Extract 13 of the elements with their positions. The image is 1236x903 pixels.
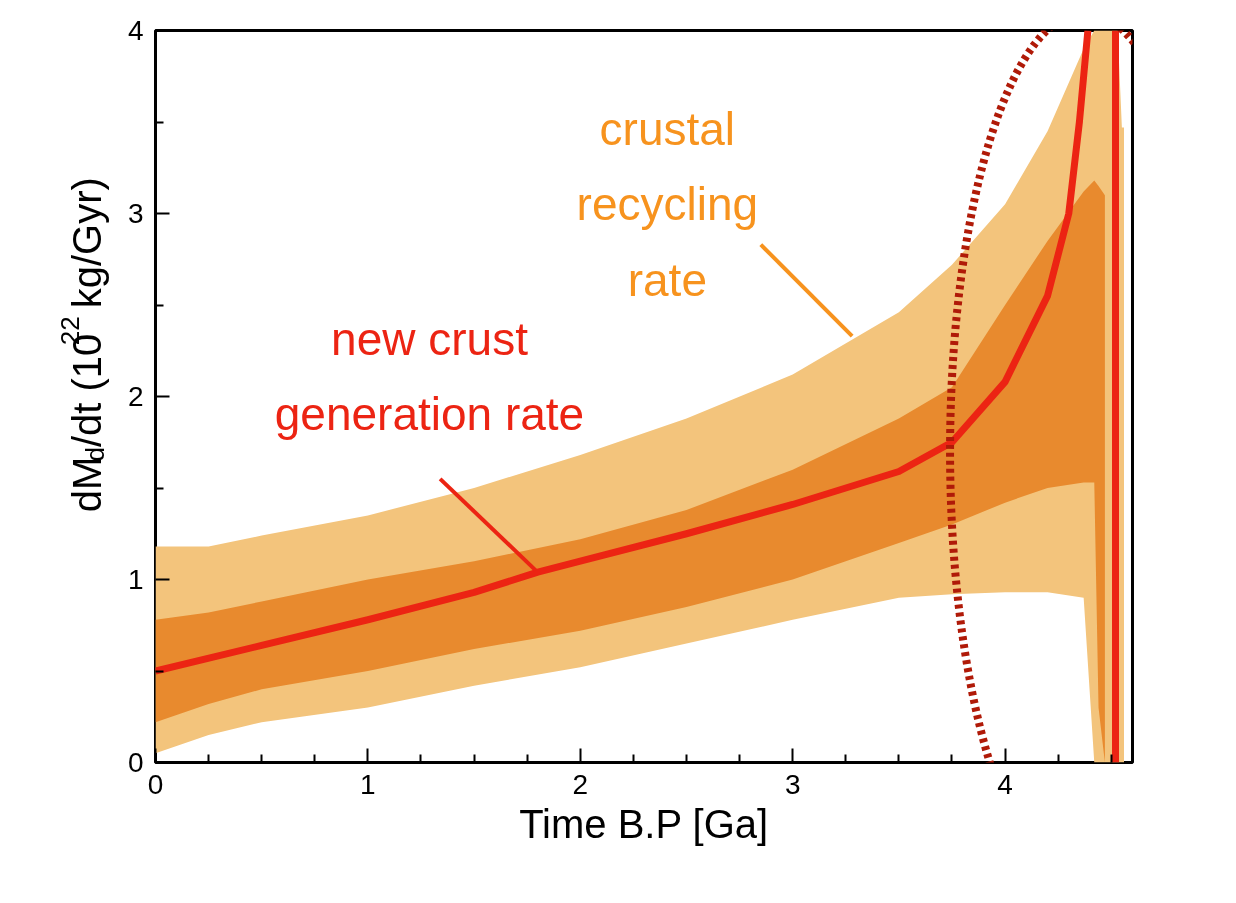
y-tick-label: 0 xyxy=(127,747,144,778)
y-tick-label: 4 xyxy=(127,15,144,46)
annotation: crustal recycling rate xyxy=(576,102,759,306)
y-tick-label: 3 xyxy=(127,198,144,229)
x-tick-label: 0 xyxy=(147,768,164,800)
y-tick-label: 1 xyxy=(127,564,144,595)
x-tick-label: 1 xyxy=(360,768,376,800)
annotation: new crust generation rate xyxy=(274,312,585,441)
x-tick-label: 4 xyxy=(997,768,1013,800)
x-axis-title: Time B.P [Ga] xyxy=(519,801,769,846)
y-tick-label: 2 xyxy=(127,381,144,412)
x-tick-label: 3 xyxy=(784,768,801,800)
x-tick-label: 2 xyxy=(572,768,589,800)
